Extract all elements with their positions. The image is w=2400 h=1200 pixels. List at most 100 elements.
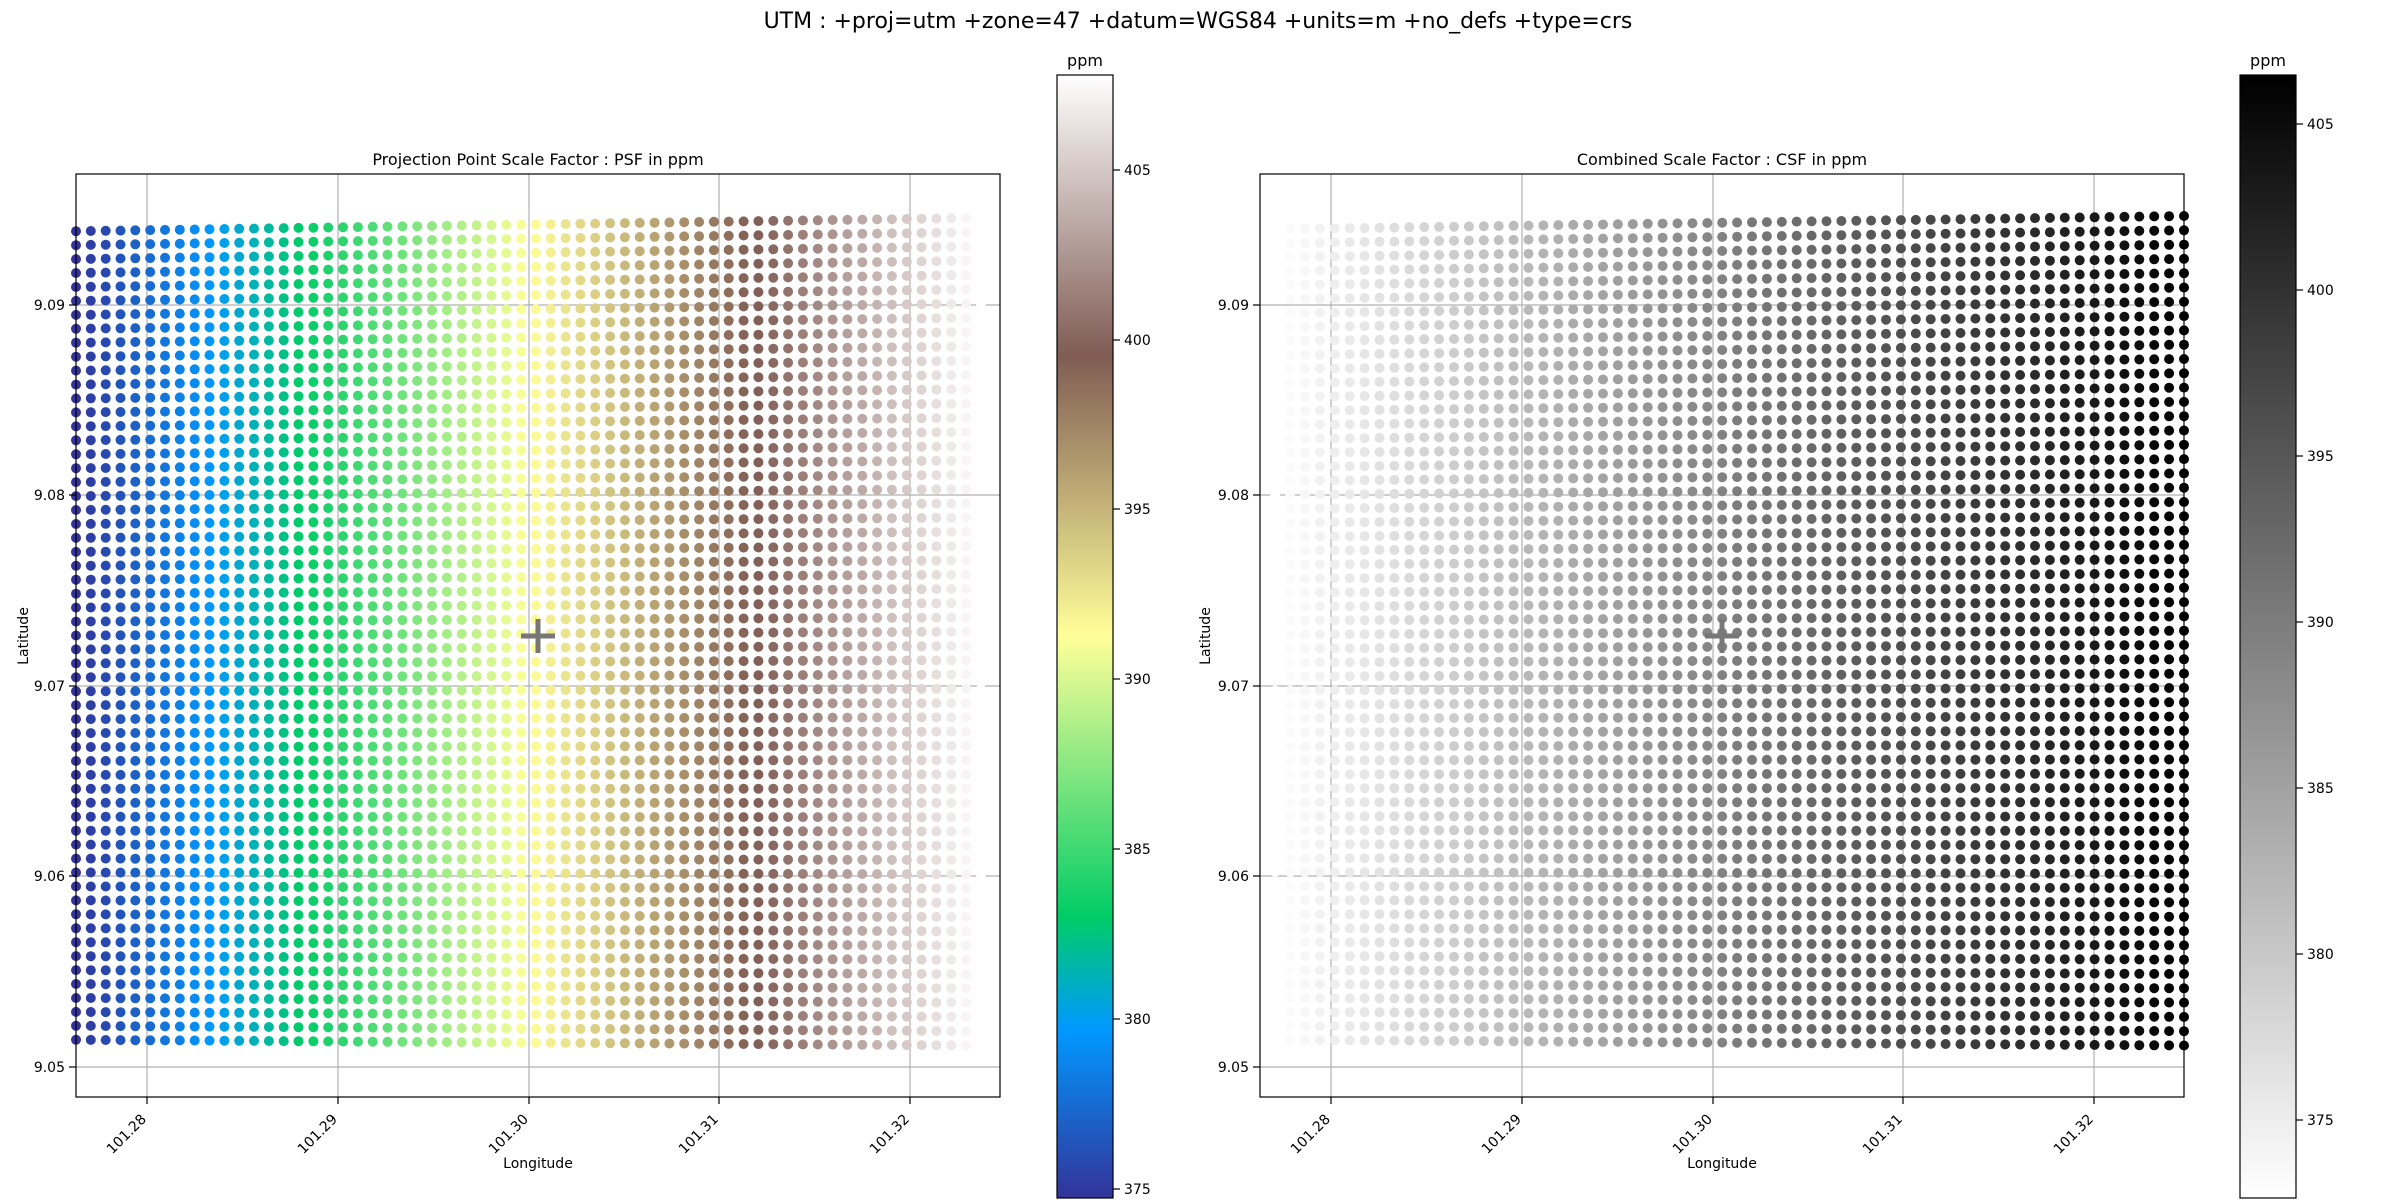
scatter-point [516,896,527,907]
scatter-point [1344,601,1355,612]
scatter-point [842,556,853,567]
scatter-point [1538,670,1549,681]
scatter-point [842,641,853,652]
scatter-point [753,982,764,993]
scatter-point [1300,1021,1310,1031]
scatter-point [1359,839,1370,850]
colorbar-tick-label: 395 [1124,502,1151,518]
scatter-point [174,700,185,710]
scatter-point [1374,503,1385,513]
scatter-point [219,839,230,850]
scatter-point [590,840,601,851]
scatter-point [115,867,126,878]
scatter-point [1344,573,1355,584]
scatter-point [100,644,111,655]
scatter-point [783,442,794,453]
scatter-point [605,783,616,794]
scatter-point [1329,671,1340,682]
scatter-point [649,783,660,794]
scatter-point [1344,839,1355,850]
scatter-point [575,543,586,554]
scatter-point [1300,615,1310,626]
scatter-point [679,755,690,766]
scatter-point [738,656,749,667]
scatter-point [456,896,467,907]
scatter-point [174,1021,185,1032]
scatter-point [427,980,437,991]
scatter-point [1404,671,1415,682]
scatter-point [204,574,215,584]
scatter-point [263,461,274,472]
scatter-point [338,1008,348,1019]
scatter-point [694,996,705,1007]
scatter-point [961,912,972,922]
scatter-point [308,1008,319,1019]
scatter-point [812,286,823,297]
scatter-point [530,402,541,413]
scatter-point [308,517,319,528]
scatter-point [975,812,986,823]
scatter-point [916,470,927,481]
scatter-point [1270,587,1281,598]
scatter-point [145,672,156,683]
scatter-point [797,925,808,936]
scatter-point [352,278,363,289]
scatter-point [367,966,378,977]
scatter-point [575,896,586,907]
scatter-point [664,429,675,440]
scatter-point [1419,867,1430,878]
scatter-point [412,755,423,766]
scatter-point [1270,699,1281,710]
scatter-point [679,939,690,950]
scatter-point [219,294,230,304]
scatter-point [249,377,259,388]
scatter-point [367,264,378,274]
scatter-point [471,1037,482,1048]
scatter-point [560,1037,571,1048]
scatter-point [382,432,393,443]
scatter-point [812,769,823,780]
scatter-point [1374,418,1385,429]
scatter-point [397,629,408,640]
scatter-point [961,783,972,794]
scatter-point [1404,797,1415,808]
scatter-point [189,644,200,654]
scatter-point [352,643,363,654]
scatter-point [382,320,393,330]
scatter-point [1389,530,1400,541]
scatter-point [753,315,764,326]
scatter-point [338,797,348,808]
scatter-point [1329,881,1340,892]
scatter-point [1314,699,1325,710]
scatter-point [1493,881,1504,892]
scatter-point [85,700,96,711]
scatter-point [130,295,141,306]
scatter-point [679,330,690,341]
scatter-point [560,1009,571,1020]
scatter-point [174,616,185,627]
scatter-point [975,241,986,252]
scatter-point [708,1010,719,1021]
scatter-point [441,826,452,836]
scatter-point [397,840,408,850]
scatter-point [338,615,348,626]
scatter-point [412,333,423,344]
scatter-point [857,897,868,908]
scatter-point [961,698,972,709]
scatter-point [486,572,497,583]
scatter-point [516,656,527,667]
scatter-point [901,555,912,566]
scatter-point [234,867,245,878]
scatter-point [1270,1034,1281,1045]
scatter-point [605,274,616,285]
scatter-point [249,475,259,486]
scatter-point [367,840,378,850]
scatter-point [723,429,734,440]
scatter-point [1404,643,1415,653]
scatter-point [1449,769,1459,780]
scatter-point [249,951,259,962]
scatter-point [1419,488,1430,499]
scatter-point [842,485,853,495]
scatter-point [397,446,408,457]
scatter-point [204,462,215,473]
